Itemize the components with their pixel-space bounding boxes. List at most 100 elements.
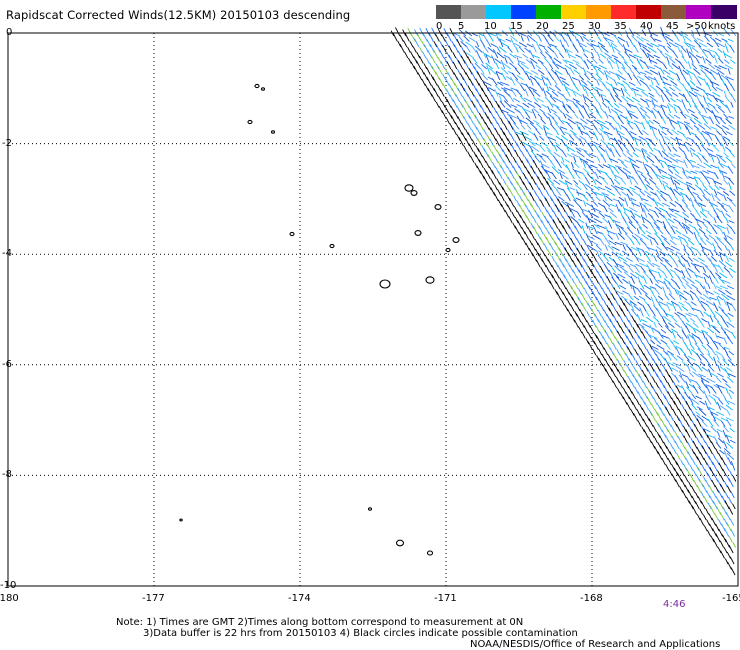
wind-barb <box>503 131 509 141</box>
wind-barb <box>598 348 603 356</box>
wind-barb <box>684 409 689 416</box>
wind-barb <box>701 155 709 163</box>
wind-barb <box>699 296 706 301</box>
wind-barb <box>539 237 545 246</box>
wind-barb <box>646 348 651 356</box>
wind-barb <box>471 139 476 147</box>
wind-barb <box>707 434 712 444</box>
wind-barb <box>465 72 471 81</box>
wind-barb <box>692 195 697 202</box>
wind-barb <box>705 451 711 460</box>
wind-barb <box>728 272 734 279</box>
wind-barb <box>646 246 656 251</box>
wind-barb <box>487 153 493 163</box>
wind-barb <box>441 34 446 42</box>
wind-barb <box>724 244 729 251</box>
wind-barb <box>674 195 679 202</box>
wind-barb <box>608 256 615 262</box>
wind-barb <box>724 368 731 378</box>
wind-barb <box>722 358 730 367</box>
wind-barb <box>561 80 570 86</box>
wind-barb <box>454 82 460 92</box>
wind-barb <box>583 287 588 295</box>
wind-barb <box>513 195 517 202</box>
wind-barb <box>702 209 710 213</box>
wind-barb <box>688 312 698 317</box>
wind-barb <box>497 81 504 86</box>
wind-barb <box>718 306 725 312</box>
wind-barb <box>530 145 540 152</box>
wind-barb <box>651 163 658 169</box>
wind-barb <box>719 101 728 108</box>
wind-barb <box>638 295 646 301</box>
wind-barb <box>728 544 734 554</box>
wind-barb <box>699 452 705 460</box>
wind-barb <box>675 365 685 372</box>
wind-barb <box>675 35 680 42</box>
wind-barb <box>698 431 703 438</box>
wind-barb <box>537 59 544 64</box>
wind-barb <box>607 142 614 147</box>
wind-barb <box>644 294 652 301</box>
wind-barb <box>618 133 623 141</box>
wind-barb <box>474 162 478 169</box>
wind-barb <box>598 145 606 152</box>
wind-barb <box>721 293 730 301</box>
wind-barb <box>407 27 413 37</box>
wind-barb <box>676 423 681 433</box>
wind-barb <box>715 97 724 103</box>
wind-barb <box>722 378 728 383</box>
wind-barb <box>581 331 586 339</box>
wind-barb <box>667 322 675 328</box>
wind-barb <box>570 237 575 246</box>
wind-barb <box>616 349 621 356</box>
wind-barb <box>666 75 674 81</box>
wind-barb <box>441 110 447 119</box>
wind-barb <box>656 58 664 64</box>
wind-barb <box>448 112 453 119</box>
wind-barb <box>653 54 661 59</box>
wind-barb <box>567 281 573 290</box>
wind-barb <box>650 79 654 86</box>
wind-barb <box>540 118 546 125</box>
wind-barb <box>601 316 606 323</box>
wind-barb <box>691 335 698 345</box>
wind-barb <box>717 106 725 114</box>
wind-barb <box>537 195 541 202</box>
wind-barb <box>695 27 701 37</box>
wind-barb <box>504 210 510 218</box>
wind-barb <box>604 358 610 367</box>
wind-barb <box>446 98 452 108</box>
wind-barb <box>688 90 697 97</box>
wind-barb <box>590 164 598 169</box>
wind-barb <box>515 170 521 180</box>
wind-barb <box>631 401 638 411</box>
wind-barb <box>625 257 633 262</box>
wind-barb <box>435 101 440 108</box>
wind-barb <box>583 150 591 158</box>
wind-barb <box>641 359 646 367</box>
wind-barb <box>476 126 481 136</box>
wind-barb <box>707 212 714 218</box>
wind-barb <box>508 188 514 196</box>
wind-barb <box>524 231 530 240</box>
wind-barb <box>685 227 694 235</box>
wind-barb <box>630 210 636 218</box>
scale-swatch <box>461 5 487 19</box>
wind-barb <box>495 62 500 70</box>
wind-barb <box>687 71 693 81</box>
wind-barb <box>513 42 522 48</box>
wind-barb <box>594 172 599 180</box>
wind-barb <box>662 180 669 185</box>
wind-barb <box>724 59 730 64</box>
wind-barb <box>555 204 560 213</box>
wind-barb <box>561 271 566 279</box>
wind-barb <box>544 197 551 207</box>
wind-barb <box>526 124 532 130</box>
wind-barb <box>617 232 626 240</box>
wind-barb <box>672 362 681 367</box>
wind-barb <box>664 425 669 433</box>
wind-barb <box>703 457 708 466</box>
wind-barb <box>629 186 636 191</box>
note-line-2: 3)Data buffer is 22 hrs from 20150103 4)… <box>143 628 578 639</box>
